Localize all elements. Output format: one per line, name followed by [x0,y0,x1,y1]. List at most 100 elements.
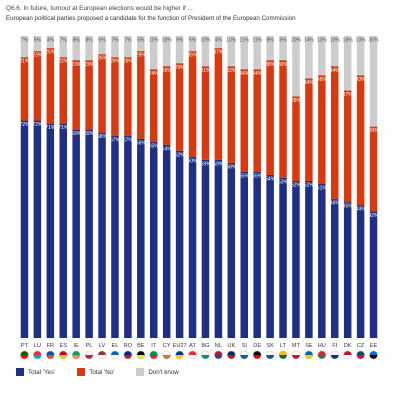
value-label-total-yes-nl: 59% [213,161,224,167]
category-label-ro: RO [124,343,133,349]
flag-nl-icon [214,350,223,360]
bar-total-yes-be [137,138,145,338]
bar-don-t-know-ro [124,36,132,58]
value-label-total-yes-hu: 51% [317,186,328,192]
bar-total-yes-it [150,141,158,338]
legend-item-dont-know: Don't know [136,368,179,376]
flag-lu-icon [33,350,42,360]
flag-it-icon [149,350,158,360]
bar-don-t-know-it [150,36,158,70]
value-label-total-yes-uk: 58% [226,164,237,170]
bar-total-no-ie [72,60,80,130]
flag-lt-icon [278,350,288,360]
bar-don-t-know-sk [266,36,274,61]
bar-don-t-know-be [137,36,145,52]
bar-total-yes-es [59,123,67,338]
value-label-total-no-de: 34% [252,71,263,77]
bar-total-yes-pt [20,120,29,338]
value-label-don-t-know-eu27: 9% [176,38,184,44]
value-label-total-no-se: 34% [304,80,315,86]
value-label-don-t-know-mt: 20% [291,38,302,44]
bar-total-no-pt [20,57,29,121]
value-label-total-yes-fr: 71% [45,125,56,131]
legend-swatch-dont-know [136,368,145,376]
value-label-don-t-know-es: 7% [60,38,68,44]
bar-don-t-know-mt [292,36,300,97]
bar-total-yes-lu [33,120,42,338]
flag-hu-icon [317,350,327,360]
value-label-total-no-lt: 39% [278,62,289,68]
bar-total-no-es [59,57,67,124]
category-label-de: DE [253,343,261,349]
value-label-total-yes-dk: 45% [343,204,354,210]
value-label-don-t-know-fi: 10% [330,38,341,44]
value-label-total-yes-it: 65% [149,143,160,149]
value-label-total-yes-el: 67% [110,137,121,143]
legend-item-no: Total 'No' [77,368,114,376]
flag-sk-icon [265,350,275,360]
bar-total-yes-sk [266,174,274,338]
bar-don-t-know-pl [85,36,93,61]
bar-total-no-mt [292,96,300,181]
bar-total-yes-lv [98,132,106,338]
bar-total-no-dk [343,90,352,203]
bar-don-t-know-lu [33,36,42,52]
bar-don-t-know-cz [356,36,365,76]
value-label-total-no-ie: 23% [71,62,82,68]
category-label-cz: CZ [357,343,365,349]
bar-total-yes-uk [227,162,236,338]
category-label-nl: NL [215,343,222,349]
bar-total-yes-ee [369,211,378,338]
value-label-total-no-it: 24% [149,71,160,77]
value-label-total-no-ee: 28% [369,128,380,134]
legend-item-yes: Total 'Yes' [16,368,55,376]
value-label-total-yes-pt: 72% [19,122,30,128]
category-label-bg: BG [201,343,209,349]
bar-total-no-fi [331,66,339,200]
value-label-total-yes-fi: 46% [330,201,341,207]
legend: Total 'Yes' Total 'No' Don't know [16,368,179,376]
category-label-dk: DK [344,343,352,349]
flag-ie-icon [71,350,81,360]
value-label-total-no-pl: 23% [84,62,95,68]
bar-total-no-fr [46,48,55,124]
value-label-total-yes-at: 60% [188,158,199,164]
flag-cy-icon [162,350,171,360]
bar-don-t-know-lv [98,36,106,55]
bar-don-t-know-hu [318,36,326,76]
value-label-don-t-know-be: 5% [137,38,145,44]
bar-total-yes-pl [85,129,93,338]
value-label-total-no-be: 29% [136,53,147,59]
bar-total-no-hu [318,75,326,184]
value-label-total-yes-lu: 72% [32,122,43,128]
value-label-don-t-know-ro: 7% [124,38,132,44]
bar-total-yes-lt [279,177,287,338]
legend-label-dont-know: Don't know [148,368,179,376]
bar-total-no-be [137,51,145,139]
flag-el-icon [110,350,120,360]
legend-swatch-yes [16,368,24,376]
flag-es-icon [59,350,68,360]
bar-total-yes-el [111,135,119,338]
category-label-be: BE [137,343,145,349]
flag-be-icon [136,350,146,360]
bar-don-t-know-fr [46,36,55,49]
value-label-total-yes-ee: 42% [369,213,380,219]
value-label-don-t-know-ee: 30% [369,38,380,44]
category-label-sk: SK [266,343,274,349]
value-label-total-yes-pl: 69% [84,131,95,137]
value-label-total-no-cy: 26% [162,68,173,74]
bar-don-t-know-eu27 [175,36,184,64]
value-label-don-t-know-uk: 10% [226,38,237,44]
bar-total-yes-eu27 [175,150,184,338]
bar-total-no-lu [33,51,42,121]
category-label-el: EL [112,343,119,349]
value-label-total-no-es: 22% [58,59,69,65]
flag-ro-icon [123,350,133,360]
bar-total-no-se [305,78,313,181]
value-label-don-t-know-cz: 13% [356,38,367,44]
bar-don-t-know-lt [279,36,287,61]
value-label-don-t-know-pl: 8% [85,38,93,44]
bar-don-t-know-nl [214,36,223,49]
bar-total-yes-mt [292,180,300,338]
